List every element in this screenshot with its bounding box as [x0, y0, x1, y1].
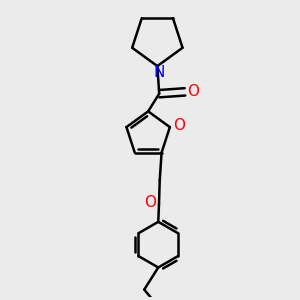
Text: O: O: [173, 118, 185, 133]
Text: O: O: [187, 84, 199, 99]
Text: N: N: [154, 65, 165, 80]
Text: O: O: [144, 195, 156, 210]
